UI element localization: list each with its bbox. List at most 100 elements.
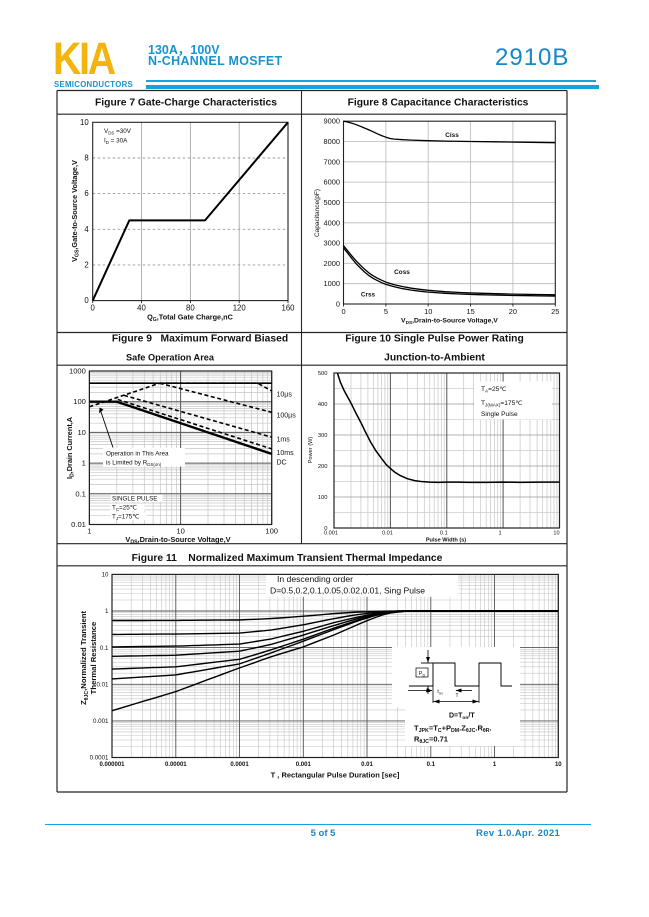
svg-text:TJ=175℃: TJ=175℃ xyxy=(112,514,139,522)
svg-text:8: 8 xyxy=(84,154,88,163)
svg-text:TJPK=TC+PDM.ZθJC.RθR.: TJPK=TC+PDM.ZθJC.RθR. xyxy=(414,724,492,735)
svg-text:6000: 6000 xyxy=(324,178,340,187)
svg-text:25: 25 xyxy=(551,307,559,316)
svg-text:100µs: 100µs xyxy=(277,413,297,420)
svg-text:10: 10 xyxy=(553,531,559,537)
svg-text:0.01: 0.01 xyxy=(96,682,109,689)
svg-text:0: 0 xyxy=(324,526,327,532)
svg-text:0.001: 0.001 xyxy=(93,718,109,725)
svg-text:Pulse Width (s): Pulse Width (s) xyxy=(426,538,466,544)
svg-text:1: 1 xyxy=(82,459,86,468)
svg-text:RθJC=0.71: RθJC=0.71 xyxy=(414,735,448,746)
svg-text:10: 10 xyxy=(102,572,109,579)
svg-text:Junction-to-Ambient: Junction-to-Ambient xyxy=(384,353,485,364)
svg-text:100: 100 xyxy=(265,527,278,536)
svg-text:ZθJC,Normalized TransientTherm: ZθJC,Normalized TransientThermal Resista… xyxy=(79,611,98,706)
svg-text:4000: 4000 xyxy=(324,218,340,227)
svg-text:2: 2 xyxy=(84,261,88,270)
svg-text:Figure 7 Gate-Charge Character: Figure 7 Gate-Charge Characteristics xyxy=(95,98,277,109)
svg-text:0.01: 0.01 xyxy=(382,531,393,537)
svg-text:10ms: 10ms xyxy=(277,450,295,457)
svg-text:160: 160 xyxy=(281,304,295,313)
svg-text:In descending order: In descending order xyxy=(277,574,353,584)
svg-text:15: 15 xyxy=(466,307,474,316)
svg-text:TC=25℃: TC=25℃ xyxy=(112,505,137,513)
svg-text:Single Pulse: Single Pulse xyxy=(481,411,518,418)
svg-text:Figure 9 Maximum Forward Bia: Figure 9 Maximum Forward Biased xyxy=(112,334,288,345)
svg-text:Capacitance(pF): Capacitance(pF) xyxy=(314,189,321,237)
svg-text:T , Rectangular Pulse Duration: T , Rectangular Pulse Duration [sec] xyxy=(271,771,400,780)
svg-text:Safe Operation Area: Safe Operation Area xyxy=(126,353,215,363)
svg-text:D=0.5,0.2,0.1,0.05,0.02,0.01,: D=0.5,0.2,0.1,0.05,0.02,0.01, Sing Pulse xyxy=(270,586,425,596)
svg-text:0: 0 xyxy=(91,304,96,313)
svg-text:300: 300 xyxy=(318,433,328,439)
svg-text:10: 10 xyxy=(176,527,184,536)
svg-text:10: 10 xyxy=(555,762,562,768)
svg-text:0.00001: 0.00001 xyxy=(165,762,187,768)
svg-text:80: 80 xyxy=(186,304,195,313)
svg-text:120: 120 xyxy=(233,304,247,313)
svg-text:0.1: 0.1 xyxy=(440,531,448,537)
svg-text:0.000001: 0.000001 xyxy=(99,762,125,768)
svg-text:1000: 1000 xyxy=(69,367,86,376)
svg-text:0: 0 xyxy=(341,307,345,316)
svg-text:20: 20 xyxy=(509,307,517,316)
svg-text:0.1: 0.1 xyxy=(100,645,109,652)
svg-text:VDS,Drain-to-Source Voltage,V: VDS,Drain-to-Source Voltage,V xyxy=(125,535,230,546)
svg-text:500: 500 xyxy=(318,371,328,377)
svg-text:1ms: 1ms xyxy=(277,437,291,444)
svg-text:2000: 2000 xyxy=(324,259,340,268)
svg-text:40: 40 xyxy=(137,304,146,313)
svg-text:7000: 7000 xyxy=(324,157,340,166)
svg-text:0.01: 0.01 xyxy=(361,762,373,768)
svg-text:Operation in This Area: Operation in This Area xyxy=(106,451,169,458)
svg-text:VDS,Drain-to-Source Voltage,V: VDS,Drain-to-Source Voltage,V xyxy=(401,318,498,327)
svg-text:0.1: 0.1 xyxy=(427,762,436,768)
svg-text:3000: 3000 xyxy=(324,239,340,248)
svg-text:10µs: 10µs xyxy=(277,392,293,399)
svg-text:0.01: 0.01 xyxy=(71,520,86,529)
svg-text:Figure 11 Normalized Maximu: Figure 11 Normalized Maximum Transient T… xyxy=(132,553,443,564)
svg-text:0: 0 xyxy=(336,300,340,309)
svg-text:1: 1 xyxy=(87,527,91,536)
svg-text:10: 10 xyxy=(80,118,89,127)
svg-text:1: 1 xyxy=(499,531,502,537)
svg-text:ton: ton xyxy=(437,689,442,696)
svg-text:100: 100 xyxy=(318,495,328,501)
svg-text:QG,Total Gate Charge,nC: QG,Total Gate Charge,nC xyxy=(147,313,233,324)
svg-text:Ciss: Ciss xyxy=(445,132,459,139)
svg-text:SINGLE PULSE: SINGLE PULSE xyxy=(112,496,158,503)
svg-text:9000: 9000 xyxy=(324,117,340,126)
svg-text:VGS,Gate-to-Source Voltage,V: VGS,Gate-to-Source Voltage,V xyxy=(70,160,81,262)
svg-text:1: 1 xyxy=(105,608,109,615)
svg-text:is Limited by RDS(on): is Limited by RDS(on) xyxy=(106,460,162,468)
svg-text:10: 10 xyxy=(424,307,432,316)
svg-text:1000: 1000 xyxy=(324,279,340,288)
svg-text:TJ(MAX)=175℃: TJ(MAX)=175℃ xyxy=(481,400,523,408)
svg-text:0.001: 0.001 xyxy=(296,762,312,768)
svg-text:Figure 8 Capacitance Character: Figure 8 Capacitance Characteristics xyxy=(348,98,529,109)
svg-text:100: 100 xyxy=(73,397,86,406)
svg-text:Power (W): Power (W) xyxy=(308,437,314,464)
svg-text:5: 5 xyxy=(384,307,388,316)
svg-text:0.0001: 0.0001 xyxy=(230,762,249,768)
svg-text:VDS =30V: VDS =30V xyxy=(104,128,132,136)
svg-text:0: 0 xyxy=(84,296,89,305)
svg-text:5000: 5000 xyxy=(324,198,340,207)
svg-text:0.001: 0.001 xyxy=(324,531,338,537)
svg-text:D=Ton/T: D=Ton/T xyxy=(449,713,475,722)
svg-text:8000: 8000 xyxy=(324,137,340,146)
svg-text:T: T xyxy=(455,693,458,699)
svg-text:6: 6 xyxy=(84,189,88,198)
svg-text:Coss: Coss xyxy=(394,269,410,276)
svg-text:10: 10 xyxy=(77,428,85,437)
svg-text:TA=25℃: TA=25℃ xyxy=(481,386,507,394)
svg-text:DC: DC xyxy=(277,460,287,467)
svg-text:ID = 30A: ID = 30A xyxy=(104,138,128,146)
svg-text:Figure 10 Single Pulse Power R: Figure 10 Single Pulse Power Rating xyxy=(345,334,524,345)
svg-text:4: 4 xyxy=(84,225,89,234)
svg-text:PD: PD xyxy=(419,671,426,678)
svg-text:Crss: Crss xyxy=(361,292,376,299)
svg-text:1: 1 xyxy=(493,762,497,768)
svg-text:400: 400 xyxy=(318,402,328,408)
